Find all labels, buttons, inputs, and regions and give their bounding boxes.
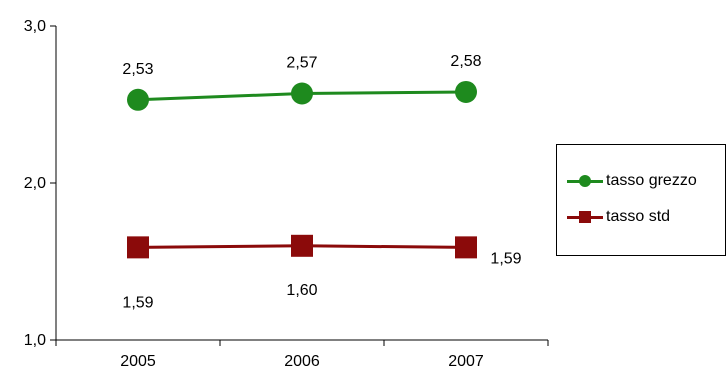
legend-label-tasso-std: tasso std — [606, 208, 671, 225]
legend-item-tasso-std: tasso std — [567, 207, 670, 227]
legend-label-tasso-grezzo: tasso grezzo — [606, 172, 697, 189]
legend-swatch-tasso-grezzo — [567, 171, 603, 191]
legend-item-tasso-grezzo: tasso grezzo — [567, 171, 697, 191]
x-tick-label: 2005 — [120, 353, 156, 370]
data-label: 2,58 — [450, 53, 481, 70]
data-point — [127, 88, 149, 111]
y-tick-label: 2,0 — [24, 175, 46, 192]
data-point — [291, 82, 313, 105]
x-tick-label: 2006 — [284, 353, 320, 370]
series-layer — [127, 80, 477, 259]
labels-layer: 2,53 2,57 2,58 1,59 1,60 1,59 — [122, 53, 521, 311]
data-point — [291, 234, 313, 257]
data-label: 2,53 — [122, 61, 153, 78]
data-point — [455, 80, 477, 103]
data-point — [455, 236, 477, 259]
legend-swatch-tasso-std — [567, 207, 603, 227]
data-label: 1,59 — [122, 294, 153, 311]
legend: tasso grezzo tasso std — [556, 144, 726, 256]
data-point — [127, 236, 149, 259]
axes: 1,0 2,0 3,0 2005 2006 2007 — [24, 18, 549, 370]
data-label: 2,57 — [286, 55, 317, 72]
y-tick-label: 1,0 — [24, 332, 46, 349]
data-label: 1,59 — [490, 250, 521, 267]
data-label: 1,60 — [286, 282, 317, 299]
y-tick-label: 3,0 — [24, 18, 46, 35]
x-tick-label: 2007 — [448, 353, 484, 370]
